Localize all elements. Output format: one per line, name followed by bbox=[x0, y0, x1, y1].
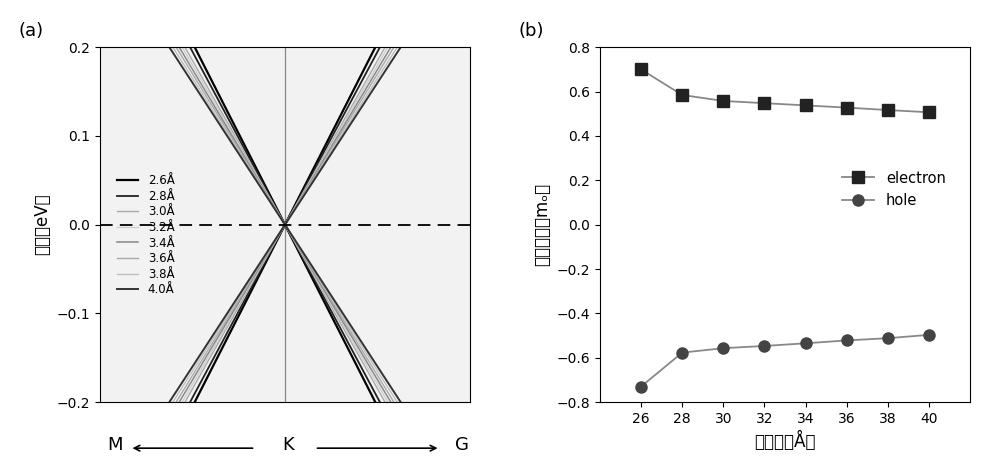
hole bbox=[841, 338, 853, 343]
electron bbox=[882, 107, 894, 113]
electron bbox=[841, 105, 853, 111]
Legend: electron, hole: electron, hole bbox=[836, 165, 952, 214]
electron bbox=[717, 98, 729, 104]
Y-axis label: 有效质量（mₒ）: 有效质量（mₒ） bbox=[533, 183, 551, 266]
Text: (b): (b) bbox=[519, 22, 544, 40]
Line: hole: hole bbox=[636, 329, 934, 392]
electron bbox=[800, 103, 812, 108]
hole bbox=[758, 343, 770, 349]
Text: G: G bbox=[455, 436, 469, 454]
hole bbox=[923, 332, 935, 338]
electron bbox=[676, 92, 688, 98]
Y-axis label: 能量（eV）: 能量（eV） bbox=[33, 194, 51, 255]
hole bbox=[676, 350, 688, 355]
hole bbox=[635, 384, 647, 389]
Text: M: M bbox=[107, 436, 123, 454]
Text: K: K bbox=[282, 436, 294, 454]
electron bbox=[923, 109, 935, 115]
electron bbox=[635, 67, 647, 72]
Text: (a): (a) bbox=[19, 22, 44, 40]
X-axis label: 层间距（Å）: 层间距（Å） bbox=[754, 431, 816, 451]
hole bbox=[800, 341, 812, 346]
Line: electron: electron bbox=[636, 64, 934, 118]
electron bbox=[758, 100, 770, 106]
Legend: 2.6Å, 2.8Å, 3.0Å, 3.2Å, 3.4Å, 3.6Å, 3.8Å, 4.0Å: 2.6Å, 2.8Å, 3.0Å, 3.2Å, 3.4Å, 3.6Å, 3.8Å… bbox=[117, 174, 175, 297]
hole bbox=[717, 345, 729, 351]
hole bbox=[882, 335, 894, 341]
